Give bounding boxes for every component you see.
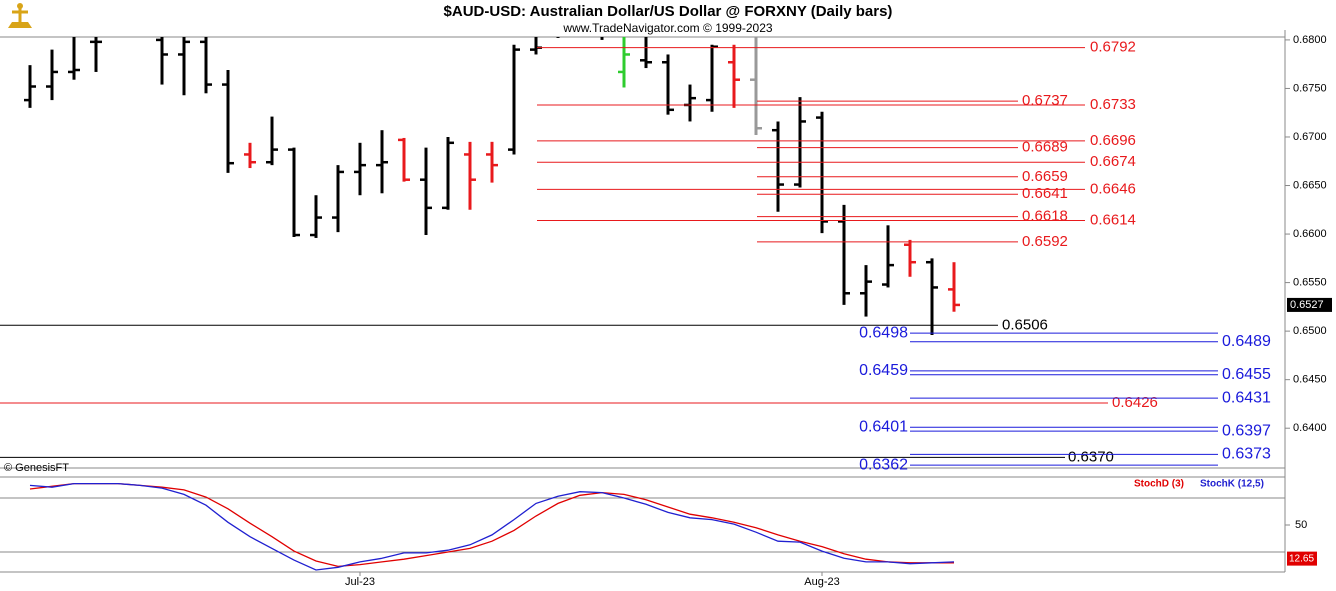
y-tick-label: 0.6650 bbox=[1293, 179, 1327, 191]
level-label: 0.6592 bbox=[1022, 233, 1068, 250]
level-label: 0.6646 bbox=[1090, 180, 1136, 197]
level-label: 0.6618 bbox=[1022, 208, 1068, 225]
level-label: 0.6455 bbox=[1222, 366, 1271, 383]
last-value: 12.65 bbox=[1289, 553, 1314, 564]
y-tick-label: 0.6400 bbox=[1293, 422, 1327, 434]
y-tick-label: 0.6500 bbox=[1293, 325, 1327, 337]
level-label: 0.6397 bbox=[1222, 422, 1271, 439]
level-label: 0.6362 bbox=[859, 456, 908, 473]
level-label: 0.6370 bbox=[1068, 448, 1114, 465]
y-tick-label: 0.6700 bbox=[1293, 131, 1327, 143]
level-label: 0.6506 bbox=[1002, 316, 1048, 333]
level-label: 0.6489 bbox=[1222, 333, 1271, 350]
level-label: 0.6674 bbox=[1090, 153, 1136, 170]
level-label: 0.6659 bbox=[1022, 168, 1068, 185]
y-tick-label: 0.6750 bbox=[1293, 82, 1327, 94]
level-label: 0.6689 bbox=[1022, 139, 1068, 156]
legend-entry: StochK (12,5) bbox=[1200, 479, 1264, 490]
level-label: 0.6401 bbox=[859, 418, 908, 435]
level-label: 0.6733 bbox=[1090, 96, 1136, 113]
y-tick-label: 0.6600 bbox=[1293, 228, 1327, 240]
level-label: 0.6431 bbox=[1222, 389, 1271, 406]
chart-subtitle: www.TradeNavigator.com © 1999-2023 bbox=[562, 21, 772, 35]
last-value-box bbox=[1287, 551, 1317, 566]
last-price-box bbox=[1287, 297, 1332, 312]
price-bars bbox=[24, 37, 960, 336]
y-tick-label: 50 bbox=[1295, 519, 1307, 531]
x-tick-label: Aug-23 bbox=[804, 576, 839, 588]
level-label: 0.6614 bbox=[1090, 211, 1136, 228]
chart-title: $AUD-USD: Australian Dollar/US Dollar @ … bbox=[444, 3, 893, 20]
y-tick-label: 0.6550 bbox=[1293, 276, 1327, 288]
level-label: 0.6641 bbox=[1022, 185, 1068, 202]
level-label: 0.6459 bbox=[859, 362, 908, 379]
legend-entry: StochD (3) bbox=[1134, 479, 1184, 490]
level-label: 0.6373 bbox=[1222, 446, 1271, 463]
y-tick-label: 0.6450 bbox=[1293, 374, 1327, 386]
stoch-line bbox=[29, 482, 954, 568]
level-label: 0.6696 bbox=[1090, 132, 1136, 149]
stoch-line bbox=[29, 482, 955, 571]
level-label: 0.6498 bbox=[859, 324, 908, 341]
logo bbox=[8, 3, 32, 28]
last-price: 0.6527 bbox=[1290, 299, 1324, 311]
y-tick-label: 0.6800 bbox=[1293, 34, 1327, 46]
level-label: 0.6737 bbox=[1022, 92, 1068, 109]
source-note: © GenesisFT bbox=[4, 462, 69, 474]
level-label: 0.6792 bbox=[1090, 39, 1136, 56]
level-label: 0.6426 bbox=[1112, 394, 1158, 411]
x-tick-label: Jul-23 bbox=[345, 576, 375, 588]
